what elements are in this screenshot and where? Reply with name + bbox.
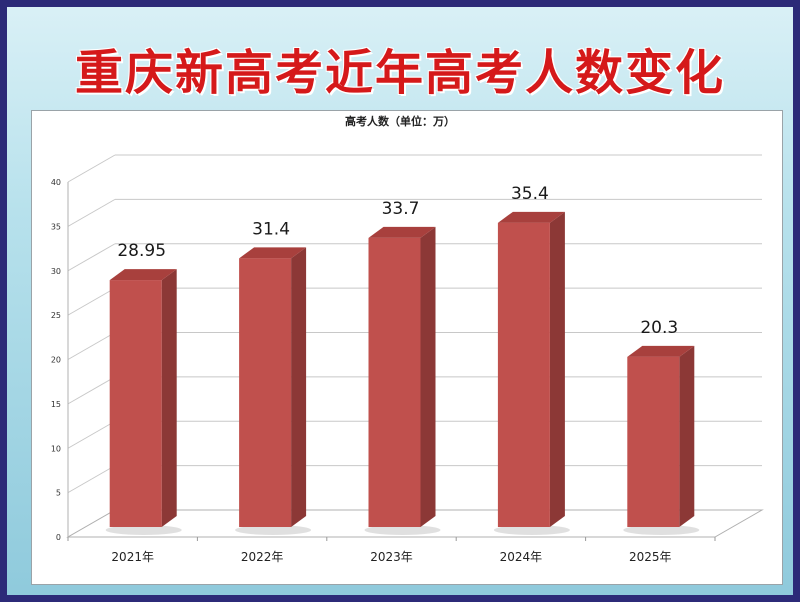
data-label: 33.7 [382, 199, 420, 219]
y-tick-label: 40 [51, 178, 61, 187]
gridline-depth [67, 332, 116, 360]
y-tick-label: 15 [51, 400, 61, 409]
data-label: 20.3 [640, 318, 678, 338]
bar-top [239, 247, 307, 259]
bar-shadow [105, 525, 182, 535]
data-label: 31.4 [252, 219, 290, 239]
data-label: 35.4 [511, 184, 549, 204]
bar-top [497, 211, 565, 223]
bar-top [109, 269, 177, 281]
bar-top [368, 226, 436, 238]
x-tick-label: 2022年 [241, 550, 284, 564]
y-tick-label: 0 [56, 533, 61, 542]
gridline-depth [67, 287, 116, 316]
y-tick-label: 10 [51, 444, 61, 453]
bar [627, 356, 680, 527]
bar-shadow [623, 525, 700, 535]
data-label: 28.95 [117, 241, 166, 261]
x-tick-label: 2023年 [370, 550, 413, 564]
bar-shadow [235, 525, 312, 535]
gridline-depth [67, 420, 116, 449]
gridline-depth [67, 376, 116, 405]
page-title: 重庆新高考近年高考人数变化 [74, 45, 725, 101]
gridline-depth [67, 198, 116, 227]
bar-side [161, 269, 177, 527]
y-tick-label: 20 [51, 356, 61, 365]
gridline-depth [67, 465, 116, 494]
x-tick-label: 2024年 [500, 550, 543, 564]
bar-side [549, 211, 565, 527]
x-tick-label: 2021年 [111, 550, 154, 564]
bar-shadow [493, 525, 570, 535]
gridline-depth [67, 154, 116, 183]
bar-top [627, 345, 695, 357]
bar-side [420, 226, 436, 527]
y-tick-label: 35 [51, 222, 61, 231]
bar-side [679, 345, 695, 527]
y-tick-label: 30 [51, 267, 61, 276]
y-tick-label: 25 [51, 311, 61, 320]
x-tick-label: 2025年 [629, 550, 672, 564]
bar [497, 222, 550, 527]
bar-shadow [364, 525, 441, 535]
bar-side [291, 247, 307, 527]
bar [109, 280, 162, 527]
gridline-depth [67, 243, 116, 272]
y-tick-label: 5 [56, 489, 61, 498]
chart-title: 高考人数（单位：万） [345, 114, 455, 128]
bar [239, 258, 292, 527]
bar [368, 237, 421, 527]
